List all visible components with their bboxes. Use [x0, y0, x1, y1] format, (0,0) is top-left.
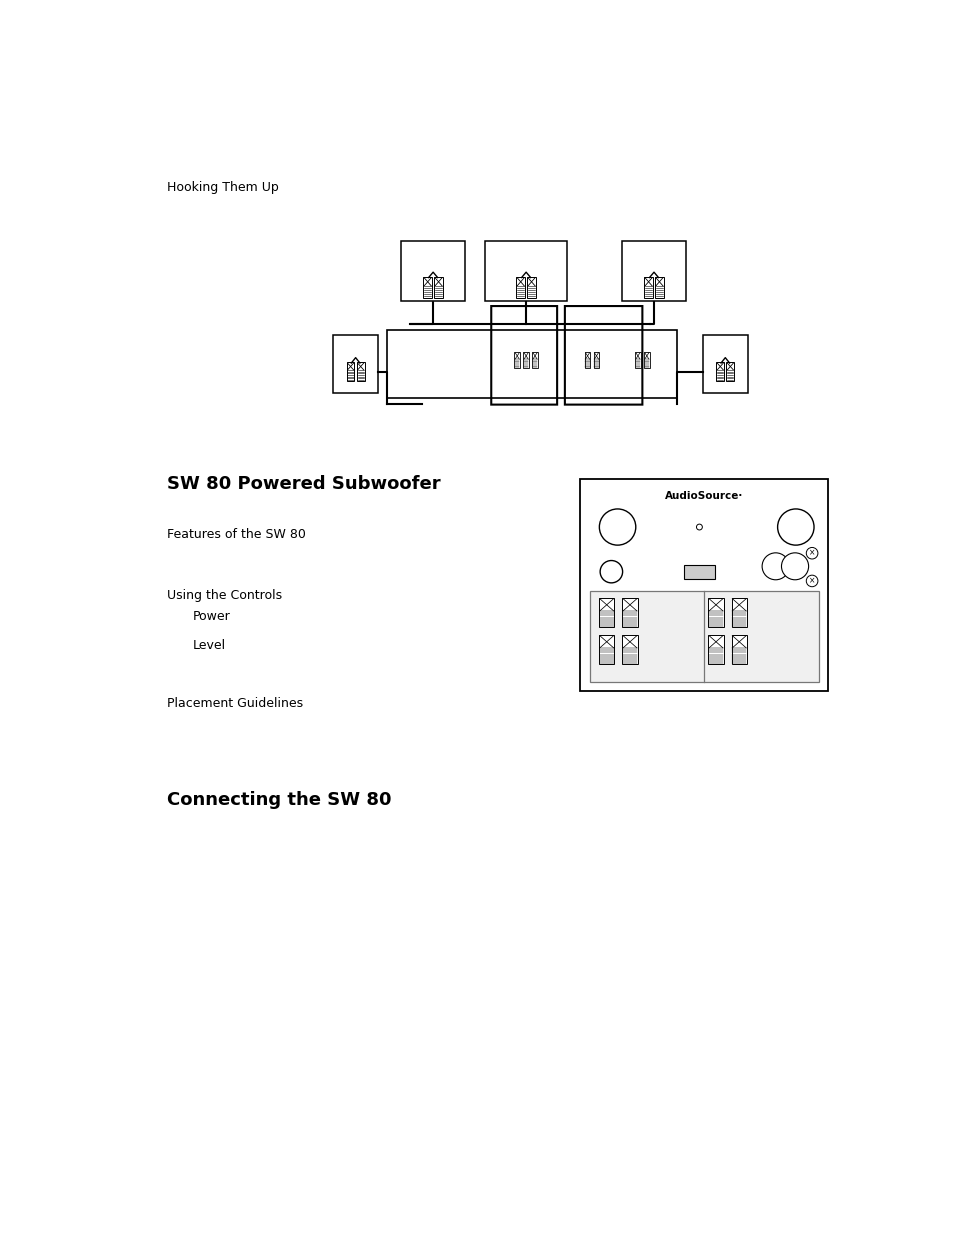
Bar: [485, 241, 566, 301]
Bar: [598, 635, 614, 664]
Text: Power: Power: [193, 610, 231, 624]
Bar: [386, 330, 677, 398]
Circle shape: [696, 524, 701, 530]
Bar: [716, 362, 723, 380]
Bar: [643, 277, 653, 299]
Circle shape: [781, 553, 808, 579]
Bar: [584, 352, 590, 368]
Text: ×: ×: [808, 548, 815, 558]
Bar: [683, 564, 714, 579]
Bar: [423, 277, 432, 299]
Text: Connecting the SW 80: Connecting the SW 80: [167, 792, 392, 809]
Bar: [346, 362, 355, 380]
Circle shape: [761, 553, 788, 579]
Text: Level: Level: [193, 638, 226, 652]
Bar: [621, 598, 637, 627]
Text: Hooking Them Up: Hooking Them Up: [167, 180, 279, 194]
Bar: [702, 335, 747, 393]
Bar: [707, 635, 723, 664]
Text: Placement Guidelines: Placement Guidelines: [167, 698, 303, 710]
Bar: [635, 352, 640, 368]
Bar: [731, 635, 746, 664]
Bar: [333, 335, 377, 393]
Text: Features of the SW 80: Features of the SW 80: [167, 527, 306, 541]
Bar: [514, 352, 519, 368]
Bar: [401, 241, 464, 301]
Bar: [356, 362, 364, 380]
Bar: [579, 479, 827, 692]
Bar: [593, 352, 598, 368]
Bar: [522, 352, 529, 368]
Circle shape: [599, 561, 622, 583]
Bar: [527, 277, 536, 299]
Text: ×: ×: [808, 577, 815, 585]
Circle shape: [805, 547, 817, 559]
Bar: [516, 277, 524, 299]
Circle shape: [598, 509, 635, 545]
Bar: [434, 277, 442, 299]
Bar: [589, 592, 819, 682]
Text: SW 80 Powered Subwoofer: SW 80 Powered Subwoofer: [167, 475, 440, 494]
Bar: [731, 598, 746, 627]
Bar: [621, 241, 685, 301]
Bar: [725, 362, 734, 380]
Bar: [621, 635, 637, 664]
Bar: [707, 598, 723, 627]
Text: Using the Controls: Using the Controls: [167, 589, 282, 603]
Bar: [598, 598, 614, 627]
Circle shape: [777, 509, 813, 545]
Bar: [655, 277, 663, 299]
Text: AudioSource·: AudioSource·: [664, 490, 742, 501]
Bar: [532, 352, 537, 368]
Bar: [643, 352, 649, 368]
Circle shape: [805, 576, 817, 587]
